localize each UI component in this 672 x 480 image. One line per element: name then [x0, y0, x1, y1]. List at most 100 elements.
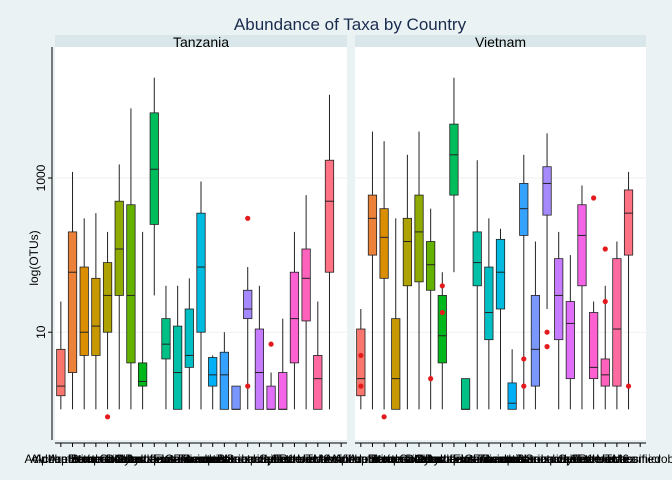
x-category-label: TM6: [605, 452, 629, 466]
box: [126, 204, 136, 364]
x-category-label: Saccharibacteria: [526, 452, 616, 466]
chart-title: Abundance of Taxa by Country: [234, 15, 467, 34]
x-category-label: Deltaproteobacteria: [425, 452, 530, 466]
x-category-label: Firmicutes: [473, 452, 528, 466]
outlier-point: [245, 215, 251, 221]
x-category-label: Armatimonadetes: [49, 452, 143, 466]
box: [623, 189, 634, 256]
panel-strip-label: Tanzania: [173, 34, 229, 50]
outlier-point: [439, 309, 445, 316]
box: [79, 266, 89, 356]
box: [243, 289, 253, 320]
box: [402, 217, 412, 287]
x-category-label: Chloroflexi: [114, 452, 171, 466]
box: [565, 301, 575, 380]
outlier-point: [381, 414, 387, 420]
outlier-point: [245, 383, 251, 389]
outlier-point: [358, 352, 364, 359]
y-tick-label: 1000: [34, 164, 48, 191]
x-category-label: Betaproteobacteria: [368, 452, 470, 466]
outlier-point: [428, 376, 434, 382]
x-category-label: Betaproteobacteria: [69, 452, 171, 466]
outlier-point: [544, 329, 550, 335]
outlier-point: [104, 414, 111, 420]
panel-strip: [355, 35, 646, 47]
x-category-label: Nitrospirae: [518, 452, 576, 466]
x-category-label: Gemmatimonadetes: [481, 452, 589, 466]
box: [114, 200, 124, 296]
box: [589, 312, 599, 380]
box: [196, 212, 206, 333]
box: [161, 318, 171, 360]
box: [184, 308, 194, 368]
box: [612, 258, 622, 387]
outlier-point: [602, 298, 608, 305]
box: [577, 204, 587, 287]
box: [231, 385, 241, 410]
x-category-label: SR1: [271, 452, 295, 466]
box: [437, 295, 447, 364]
box: [495, 238, 506, 310]
outlier-point: [602, 246, 608, 252]
x-category-label: Spirochaetae: [259, 452, 330, 466]
y-axis-title: log(OTUs): [27, 230, 41, 285]
box: [449, 123, 459, 196]
panel-strip: [55, 35, 347, 47]
x-category-label: Deinococcus-Thermus: [106, 452, 226, 466]
outlier-point: [521, 356, 527, 362]
x-category-label: Saccharibacteria: [226, 452, 316, 466]
x-category-label: Verrucomicrobia: [298, 452, 385, 466]
x-category-label: Armatimonadetes: [349, 452, 443, 466]
x-category-label: Firmicutes: [173, 452, 228, 466]
x-category-label: Deltaproteobacteria: [125, 452, 230, 466]
outlier-point: [358, 383, 364, 389]
box: [91, 277, 101, 356]
x-category-label: Bacteroidetes: [71, 452, 144, 466]
panel-strip-label: Vietnam: [475, 34, 526, 50]
box: [173, 325, 183, 410]
x-category-label: Unclassified: [297, 452, 362, 466]
y-tick-label: 10: [34, 325, 48, 339]
x-category-label: Gemmatimonadetes: [182, 452, 290, 466]
x-category-label: Chlamydiae: [99, 452, 163, 466]
box: [379, 208, 389, 279]
x-category-label: Acidobacteria: [324, 452, 397, 466]
box: [484, 266, 494, 341]
x-category-label: Deinococcus-Thermus: [406, 452, 526, 466]
x-category-label: Cyanobacteria: [116, 452, 194, 466]
x-category-label: Unclassified: [596, 452, 661, 466]
x-category-label: Chlamydiae: [399, 452, 463, 466]
box: [519, 183, 529, 236]
x-category-label: Tenericutes: [275, 452, 336, 466]
box: [324, 159, 335, 273]
box: [391, 318, 401, 410]
x-category-label: Elusimicrobia: [154, 452, 226, 466]
box: [367, 194, 378, 256]
box: [426, 241, 436, 291]
box: [278, 372, 288, 410]
outlier-point: [439, 283, 445, 289]
box: [313, 355, 323, 410]
box: [530, 295, 541, 387]
box: [149, 112, 159, 225]
outlier-point: [544, 344, 550, 350]
box: [600, 358, 610, 387]
box: [356, 328, 366, 397]
box: [266, 385, 276, 410]
x-category-label: Tenericutes: [575, 452, 636, 466]
box: [254, 328, 265, 410]
x-category-label: Spirochaetae: [558, 452, 629, 466]
box: [219, 351, 229, 410]
x-category-label: Fusobacteria: [178, 452, 248, 466]
outlier-point: [625, 383, 632, 389]
x-category-label: Chloroflexi: [414, 452, 471, 466]
x-category-label: Acidobacteria: [24, 452, 97, 466]
x-category-label: TM6: [306, 452, 330, 466]
box: [56, 348, 66, 397]
box: [289, 271, 300, 364]
x-category-label: Gammaproteobacteria: [464, 452, 584, 466]
box: [460, 378, 471, 410]
box: [301, 248, 311, 322]
box: [554, 258, 564, 341]
